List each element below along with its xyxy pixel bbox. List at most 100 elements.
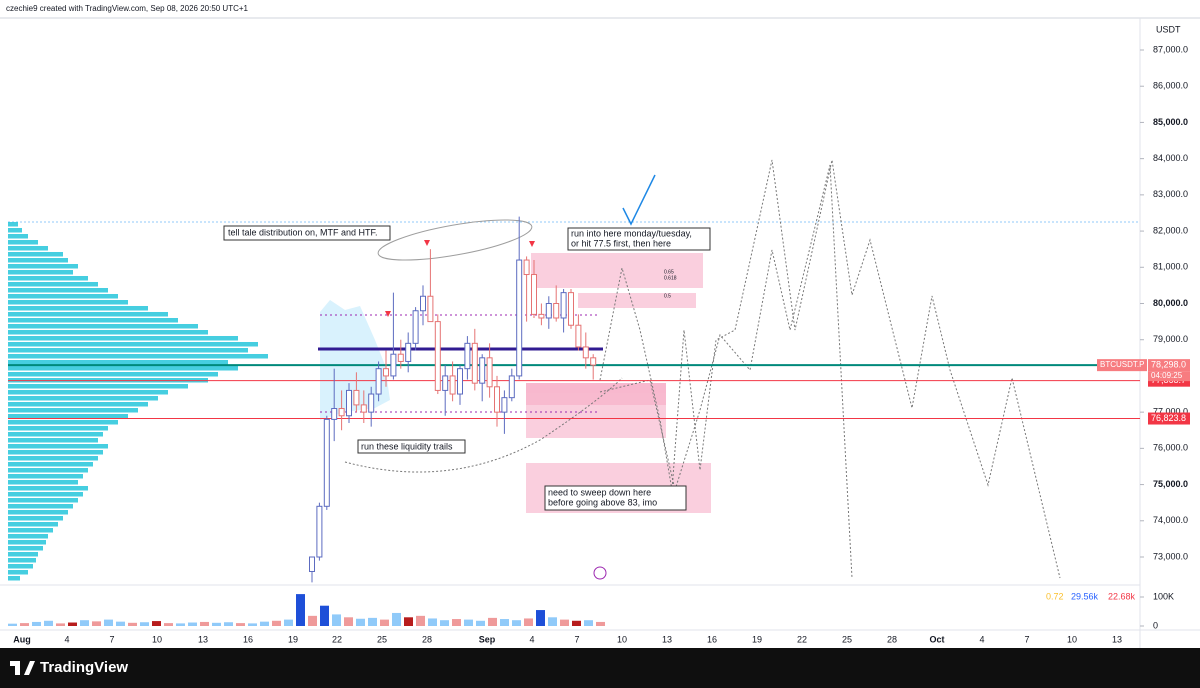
profile-row <box>8 336 238 341</box>
currency: USDT <box>1156 24 1181 34</box>
candle-body <box>575 324 582 348</box>
profile-row <box>8 522 58 527</box>
date-label: 25 <box>377 634 387 644</box>
profile-row <box>8 504 73 509</box>
profile-row <box>8 372 218 377</box>
symbol-tag-label: BTCUSDT.P <box>1100 360 1144 369</box>
volume-bar <box>272 620 281 626</box>
volume-bar <box>452 619 461 626</box>
volume-bar <box>548 617 557 626</box>
profile-row <box>8 264 78 269</box>
candle-body <box>538 313 545 319</box>
profile-row <box>8 558 36 563</box>
profile-row <box>8 528 53 533</box>
candle-body <box>479 357 486 384</box>
volume-bar <box>80 620 89 626</box>
candle-body <box>471 342 478 384</box>
logo <box>10 661 35 675</box>
volume-bar <box>44 620 53 626</box>
profile-row <box>8 252 63 257</box>
profile-row <box>8 288 108 293</box>
profile-row <box>8 390 168 395</box>
profile-row <box>8 420 118 425</box>
profile-row <box>8 330 208 335</box>
fib-label: 0.618 <box>664 275 677 281</box>
candle-body <box>338 408 345 417</box>
volume-bar <box>176 623 185 626</box>
price-label: 86,000.0 <box>1153 81 1188 91</box>
profile-row <box>8 570 28 575</box>
volume-bar <box>428 618 437 626</box>
candle-body <box>457 368 463 395</box>
date-label: Oct <box>929 634 944 644</box>
profile-row <box>8 414 128 419</box>
price-label: 73,000.0 <box>1153 551 1188 561</box>
candle-body <box>442 375 449 391</box>
profile-row <box>8 456 98 461</box>
profile-row <box>8 294 118 299</box>
date-label: 10 <box>617 634 627 644</box>
profile-row <box>8 462 93 467</box>
candle-body <box>427 295 434 323</box>
profile-row <box>8 516 63 521</box>
volume-bar <box>8 623 17 626</box>
candle-body <box>316 505 323 558</box>
price-label: 79,000.0 <box>1153 334 1188 344</box>
profile-row <box>8 552 38 557</box>
profile-row <box>8 258 68 263</box>
profile-row <box>8 486 88 491</box>
zone <box>578 293 696 308</box>
profile-row <box>8 408 138 413</box>
profile-row <box>8 534 48 539</box>
candle-body <box>486 357 493 388</box>
candle-body <box>531 274 537 315</box>
volume-bar <box>320 605 329 626</box>
date-label: 25 <box>842 634 852 644</box>
price-label: 81,000.0 <box>1153 262 1188 272</box>
candle-body <box>523 259 530 276</box>
volume-legend: 22.68k <box>1108 591 1136 601</box>
volume-bar <box>212 622 221 626</box>
volume-legend: 29.56k <box>1071 591 1099 601</box>
fib-label: 0.65 <box>664 269 674 275</box>
volume-bar <box>392 612 401 626</box>
volume-bar <box>404 617 413 626</box>
zones <box>526 253 711 513</box>
volume-bar <box>332 614 341 626</box>
price-tag <box>1148 359 1190 372</box>
profile-row <box>8 228 22 233</box>
profile-row <box>8 360 228 365</box>
profile-row <box>8 498 78 503</box>
volume-bar <box>20 623 29 626</box>
profile-row <box>8 510 68 515</box>
price-label: 80,000.0 <box>1153 298 1188 308</box>
date-label: Aug <box>13 634 31 644</box>
volume-bar <box>164 623 173 626</box>
note: need to sweep down here <box>548 487 651 497</box>
volume-bar <box>308 615 317 626</box>
profile-row <box>8 402 148 407</box>
price-label: 85,000.0 <box>1153 117 1188 127</box>
candle-body <box>545 303 552 319</box>
price-tag-label: 76,823.8 <box>1151 413 1186 423</box>
profile-row <box>8 300 128 305</box>
volume-bar <box>524 618 533 626</box>
note: run these liquidity trails <box>361 441 453 451</box>
profile-row <box>8 384 188 389</box>
note-box <box>223 225 391 241</box>
note-box <box>544 485 687 511</box>
note: before going above 83, imo <box>548 497 657 507</box>
top-ellipse <box>377 219 533 261</box>
candle-body <box>420 295 426 312</box>
timer-label: 04:09:25 <box>1151 371 1183 380</box>
candle-body <box>323 418 330 507</box>
volume-bar <box>488 617 497 626</box>
profile-row <box>8 348 248 353</box>
fixed-range-profile <box>320 300 390 420</box>
volume-bar <box>296 594 305 626</box>
volume-bar <box>68 622 77 626</box>
zone <box>526 393 666 438</box>
candle-body <box>582 346 589 359</box>
date-label: 7 <box>574 634 579 644</box>
